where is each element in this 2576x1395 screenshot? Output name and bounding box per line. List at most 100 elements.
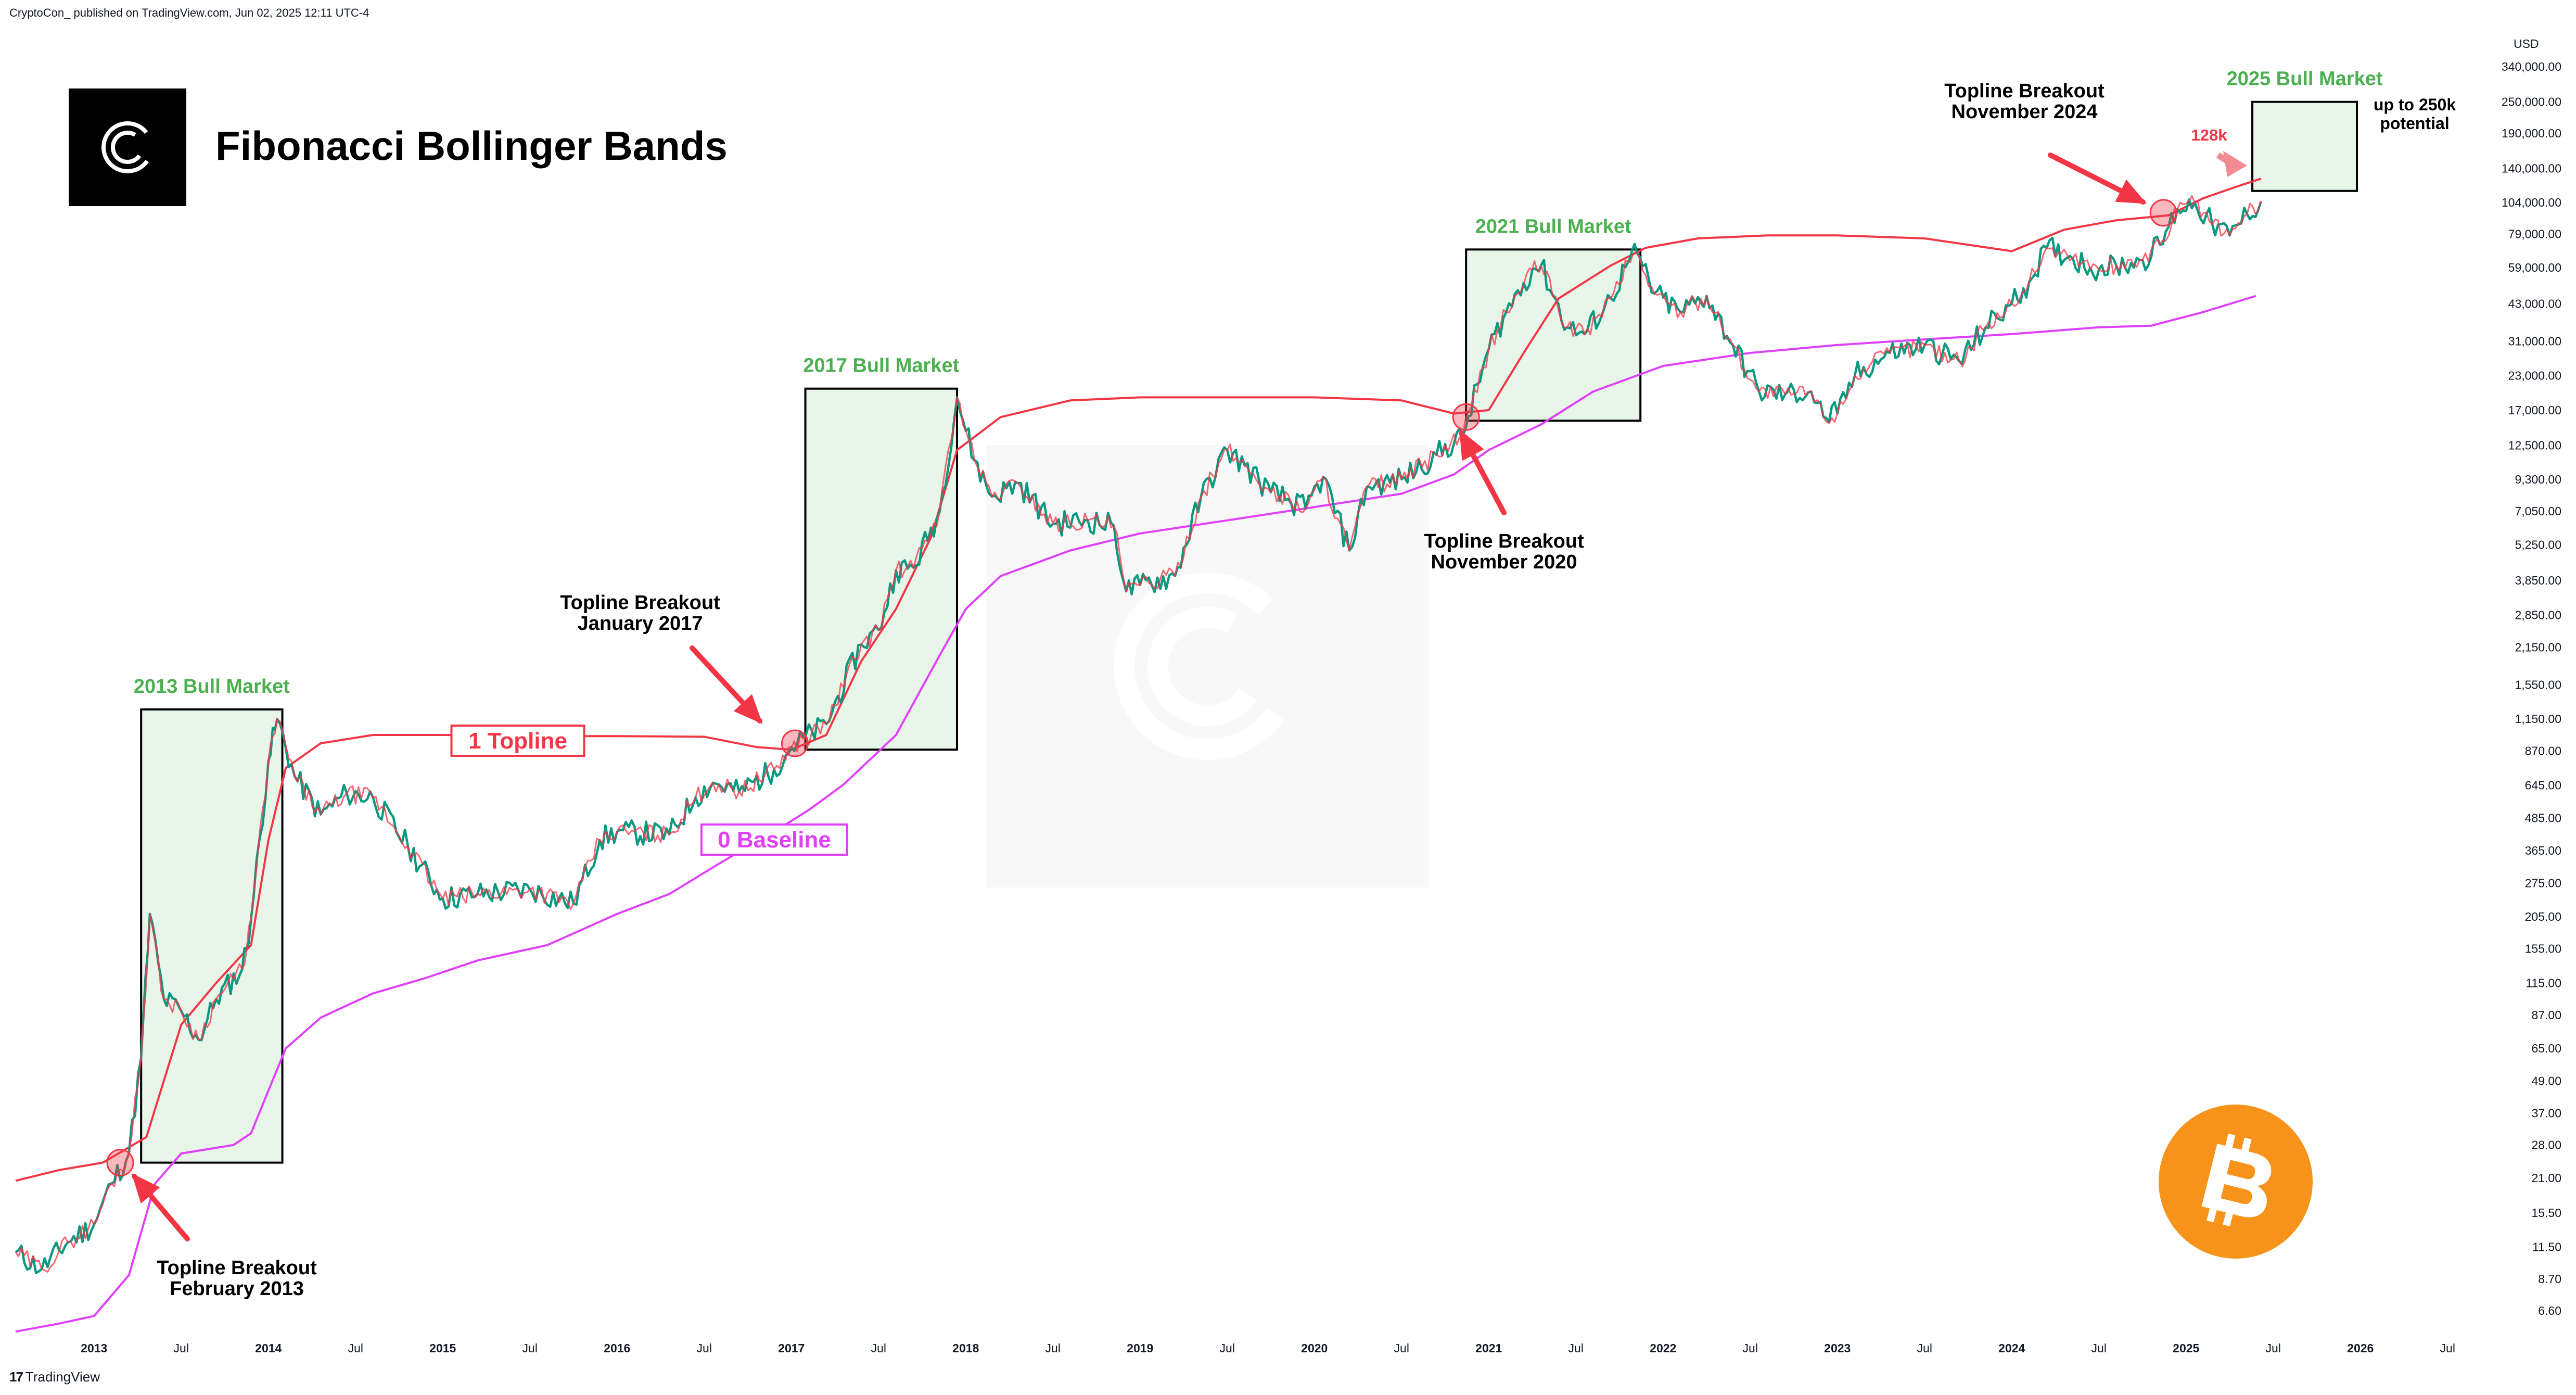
x-tick-label: Jul bbox=[1917, 1341, 1932, 1355]
y-tick-label: 155.00 bbox=[2525, 942, 2561, 956]
x-tick-label: Jul bbox=[1394, 1341, 1409, 1355]
x-tick-label: Jul bbox=[2440, 1341, 2455, 1355]
y-tick-label: 485.00 bbox=[2525, 811, 2561, 825]
y-tick-label: 37.00 bbox=[2531, 1106, 2561, 1120]
bull-market-box bbox=[140, 708, 284, 1164]
breakout-circle bbox=[781, 729, 809, 757]
potential-label: potential bbox=[2380, 114, 2449, 133]
cryptocon-logo-icon bbox=[101, 121, 154, 173]
y-tick-label: 115.00 bbox=[2526, 976, 2561, 990]
y-tick-label: 59,000.00 bbox=[2508, 261, 2561, 274]
breakout-label: January 2017 bbox=[578, 613, 703, 635]
y-tick-label: 140,000.00 bbox=[2502, 161, 2561, 175]
x-tick-label: 2020 bbox=[1301, 1341, 1328, 1355]
x-tick-label: 2013 bbox=[81, 1341, 107, 1355]
y-tick-label: 79,000.00 bbox=[2508, 227, 2561, 241]
y-tick-label: 645.00 bbox=[2525, 779, 2561, 792]
y-tick-label: 7,050.00 bbox=[2515, 504, 2561, 518]
topline-label-frame bbox=[450, 725, 585, 757]
tradingview-icon: 17 bbox=[9, 1369, 23, 1385]
breakout-circle bbox=[1452, 403, 1480, 431]
x-tick-label: 2023 bbox=[1824, 1341, 1851, 1355]
breakout-label: Topline Breakout bbox=[1424, 530, 1584, 552]
bitcoin-symbol-icon bbox=[2201, 1133, 2272, 1226]
y-tick-label: 1,550.00 bbox=[2515, 678, 2561, 691]
topline-label: 1 Topline bbox=[450, 725, 585, 757]
breakout-label: November 2024 bbox=[1952, 101, 2098, 123]
x-tick-label: 2024 bbox=[1998, 1341, 2025, 1355]
x-tick-label: Jul bbox=[1220, 1341, 1235, 1355]
y-tick-label: 21.00 bbox=[2531, 1171, 2561, 1185]
watermark-logo-inner bbox=[1147, 606, 1267, 726]
y-tick-label: 12,500.00 bbox=[2508, 439, 2561, 452]
baseline-label: 0 Baseline bbox=[700, 823, 848, 856]
target-arrow bbox=[2216, 152, 2240, 171]
bull-market-box bbox=[2251, 100, 2358, 192]
x-tick-label: Jul bbox=[174, 1341, 189, 1355]
x-tick-label: Jul bbox=[2266, 1341, 2281, 1355]
y-tick-label: 65.00 bbox=[2531, 1042, 2561, 1055]
y-tick-label: 49.00 bbox=[2531, 1074, 2561, 1087]
y-tick-label: 365.00 bbox=[2525, 844, 2561, 857]
y-tick-label: 190,000.00 bbox=[2502, 126, 2561, 140]
breakout-arrow-head bbox=[2115, 179, 2147, 204]
x-tick-label: 2021 bbox=[1475, 1341, 1502, 1355]
tradingview-brand[interactable]: 17 TradingView bbox=[9, 1369, 100, 1385]
axis-layer: USD 6.60 8.70 11.50 15.50 21.00 28.00 37.00 49.… bbox=[81, 37, 2561, 1355]
baseline-label-text: 0 Baseline bbox=[718, 827, 831, 853]
y-tick-label: 3,850.00 bbox=[2515, 574, 2561, 587]
y-tick-label: 87.00 bbox=[2531, 1008, 2561, 1022]
watermark-logo-outer bbox=[1114, 573, 1301, 760]
breakout-circle bbox=[106, 1149, 134, 1177]
publisher-info: CryptoCon_ published on TradingView.com,… bbox=[9, 6, 369, 19]
watermark-panel bbox=[986, 445, 1429, 887]
x-tick-label: Jul bbox=[871, 1341, 886, 1355]
breakout-arrow-head bbox=[733, 694, 763, 724]
x-tick-label: Jul bbox=[1045, 1341, 1061, 1355]
y-tick-label: 104,000.00 bbox=[2502, 196, 2561, 209]
x-tick-label: 2022 bbox=[1650, 1341, 1676, 1355]
y-tick-label: 17,000.00 bbox=[2508, 403, 2561, 417]
y-tick-label: 15.50 bbox=[2531, 1206, 2561, 1220]
x-tick-label: 2019 bbox=[1127, 1341, 1153, 1355]
baseline-series-line bbox=[15, 295, 2256, 1333]
breakout-arrow-head bbox=[131, 1173, 160, 1204]
potential-label: up to 250k bbox=[2374, 95, 2456, 114]
bull-market-box bbox=[1465, 248, 1642, 422]
x-tick-label: Jul bbox=[1568, 1341, 1584, 1355]
y-tick-label: 870.00 bbox=[2525, 744, 2561, 758]
y-tick-label: 250,000.00 bbox=[2502, 95, 2561, 109]
breakout-label: Topline Breakout bbox=[157, 1257, 317, 1279]
x-tick-label: Jul bbox=[1743, 1341, 1758, 1355]
target-label: 128k bbox=[2191, 126, 2228, 144]
y-axis-unit: USD bbox=[2514, 37, 2539, 50]
y-tick-label: 28.00 bbox=[2531, 1138, 2561, 1152]
page-title: Fibonacci Bollinger Bands bbox=[215, 123, 728, 169]
topline-label-text: 1 Topline bbox=[468, 728, 567, 754]
topline-series-line bbox=[15, 177, 2262, 1182]
bull-market-label: 2017 Bull Market bbox=[803, 355, 959, 377]
x-tick-label: 2025 bbox=[2173, 1341, 2199, 1355]
y-tick-label: 2,850.00 bbox=[2515, 608, 2561, 622]
price-series-line-down bbox=[15, 195, 2262, 1273]
y-tick-label: 340,000.00 bbox=[2502, 60, 2561, 73]
y-tick-label: 205.00 bbox=[2525, 910, 2561, 923]
x-tick-label: Jul bbox=[348, 1341, 363, 1355]
bull-market-label: 2025 Bull Market bbox=[2227, 68, 2383, 90]
bull-market-box bbox=[804, 387, 959, 751]
x-tick-label: 2026 bbox=[2347, 1341, 2374, 1355]
x-tick-label: 2016 bbox=[604, 1341, 630, 1355]
y-tick-label: 8.70 bbox=[2538, 1272, 2561, 1286]
series-layer bbox=[15, 177, 2262, 1333]
y-tick-label: 11.50 bbox=[2532, 1240, 2561, 1254]
breakout-circle bbox=[2149, 199, 2177, 227]
breakout-arrow-head bbox=[1459, 429, 1484, 461]
annotation-layer: 2013 Bull Market 2017 Bull Market 2021 Bul… bbox=[106, 68, 2456, 1300]
x-tick-label: Jul bbox=[2092, 1341, 2107, 1355]
y-tick-label: 43,000.00 bbox=[2508, 297, 2561, 310]
baseline-label-frame bbox=[700, 823, 848, 856]
tradingview-label: TradingView bbox=[25, 1369, 100, 1385]
bitcoin-icon bbox=[2159, 1105, 2313, 1259]
bull-market-label: 2021 Bull Market bbox=[1475, 215, 1631, 237]
